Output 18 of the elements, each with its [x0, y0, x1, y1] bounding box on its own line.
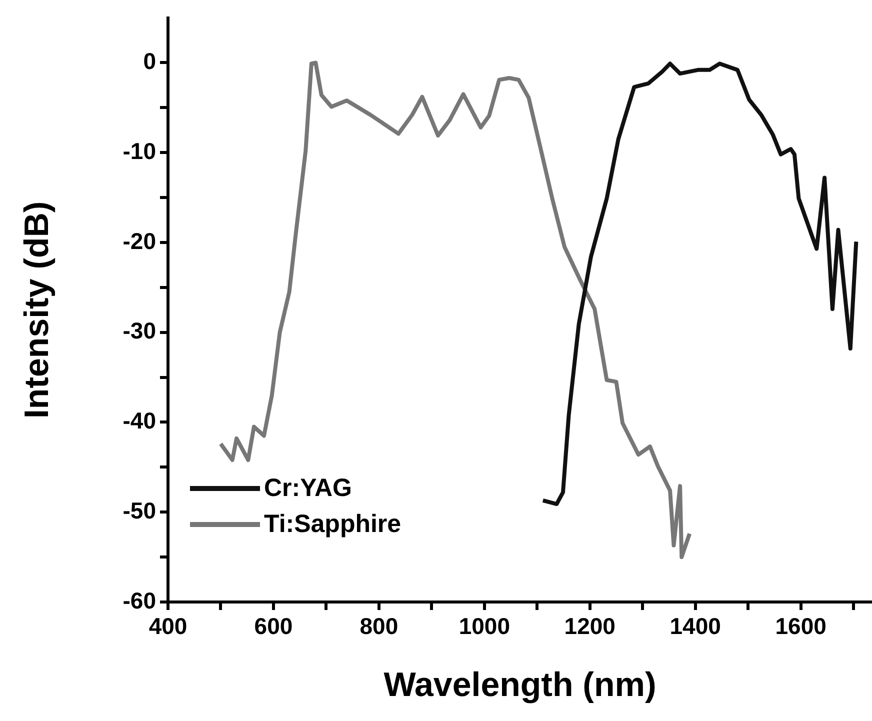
y-tick-label: -20: [122, 228, 156, 254]
x-axis-title: Wavelength (nm): [384, 666, 656, 704]
y-tick-label: -40: [122, 408, 156, 434]
x-tick-label: 1200: [564, 613, 616, 640]
y-tick-label: -30: [122, 318, 156, 344]
x-tick-label: 800: [360, 613, 398, 640]
x-tick-label: 1000: [458, 613, 510, 640]
legend-label: Cr:YAG: [264, 474, 352, 502]
x-tick-label: 400: [148, 613, 188, 640]
x-tick-label: 1400: [670, 613, 721, 640]
y-tick-label: -60: [122, 587, 156, 614]
legend-label: Ti:Sapphire: [264, 510, 402, 538]
y-tick-label: -10: [122, 138, 156, 164]
x-tick-label: 1600: [775, 613, 826, 640]
y-tick-label: -50: [122, 497, 156, 524]
y-tick-label: 0: [143, 48, 156, 74]
y-axis-title: Intensity (dB): [18, 201, 56, 419]
x-tick-label: 600: [254, 613, 293, 640]
